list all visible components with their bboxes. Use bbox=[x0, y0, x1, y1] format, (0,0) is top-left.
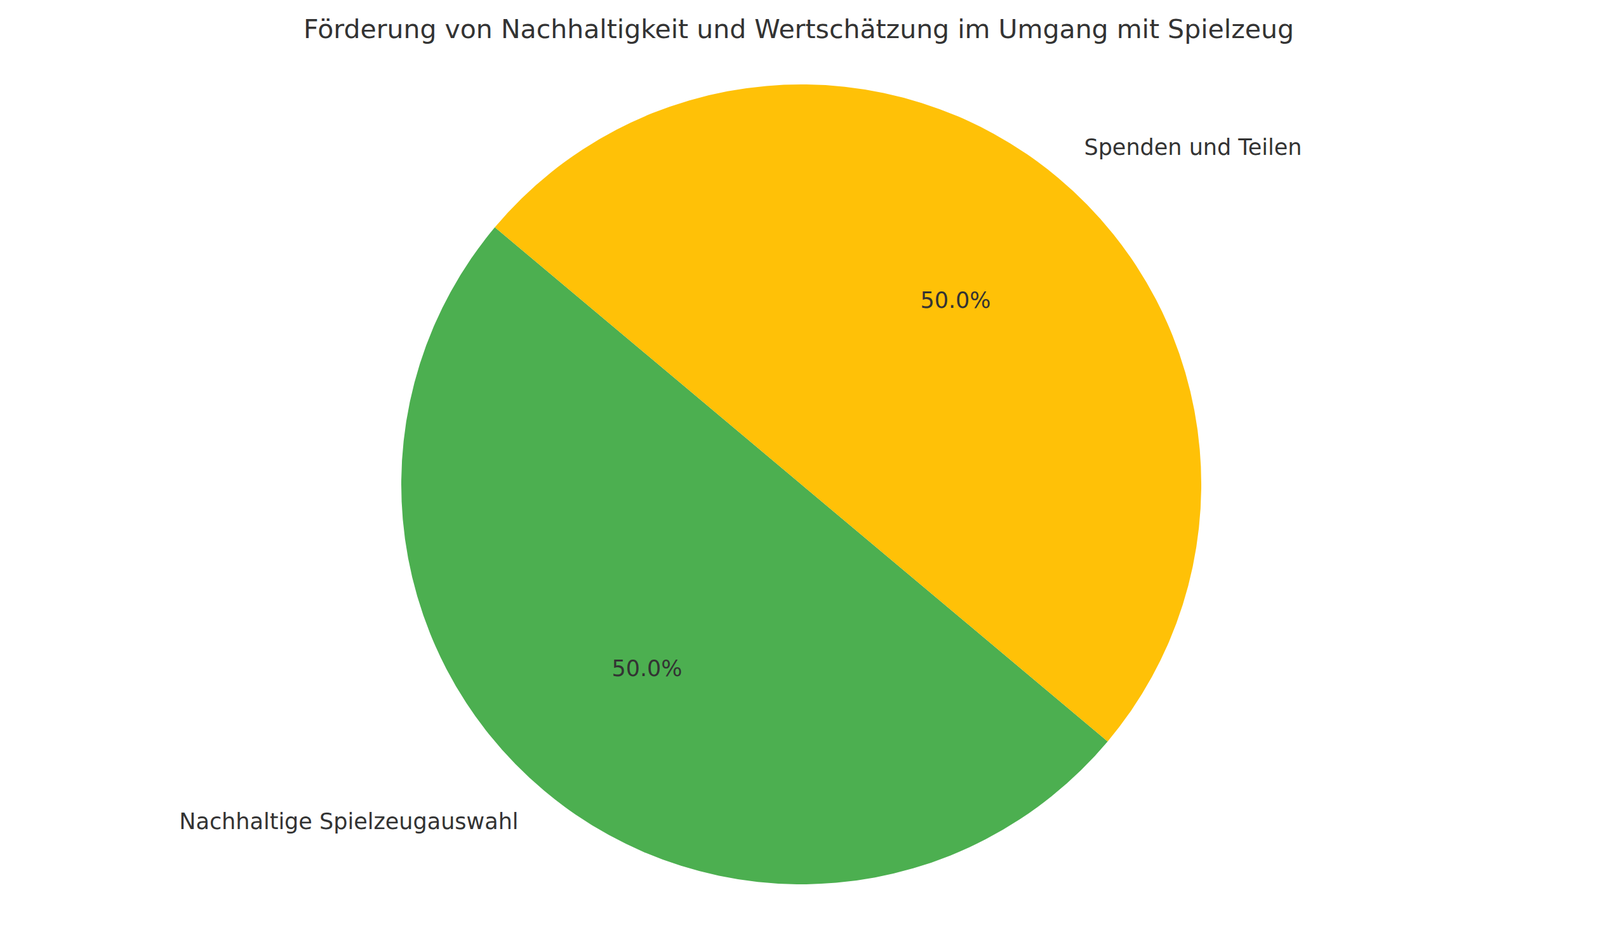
html-text:Förderung von Nachhaltigkeit u: Förderung von Nachhaltigkeit und Wertsch… bbox=[303, 13, 1294, 45]
svg-text:Spenden und Teilen: Spenden und Teilen bbox=[1083, 134, 1302, 160]
svg-text:50.0%: 50.0% bbox=[920, 287, 991, 314]
svg-text:Nachhaltige Spielzeugauswahl: Nachhaltige Spielzeugauswahl bbox=[179, 808, 519, 835]
svg-text:50.0%: 50.0% bbox=[611, 655, 682, 682]
